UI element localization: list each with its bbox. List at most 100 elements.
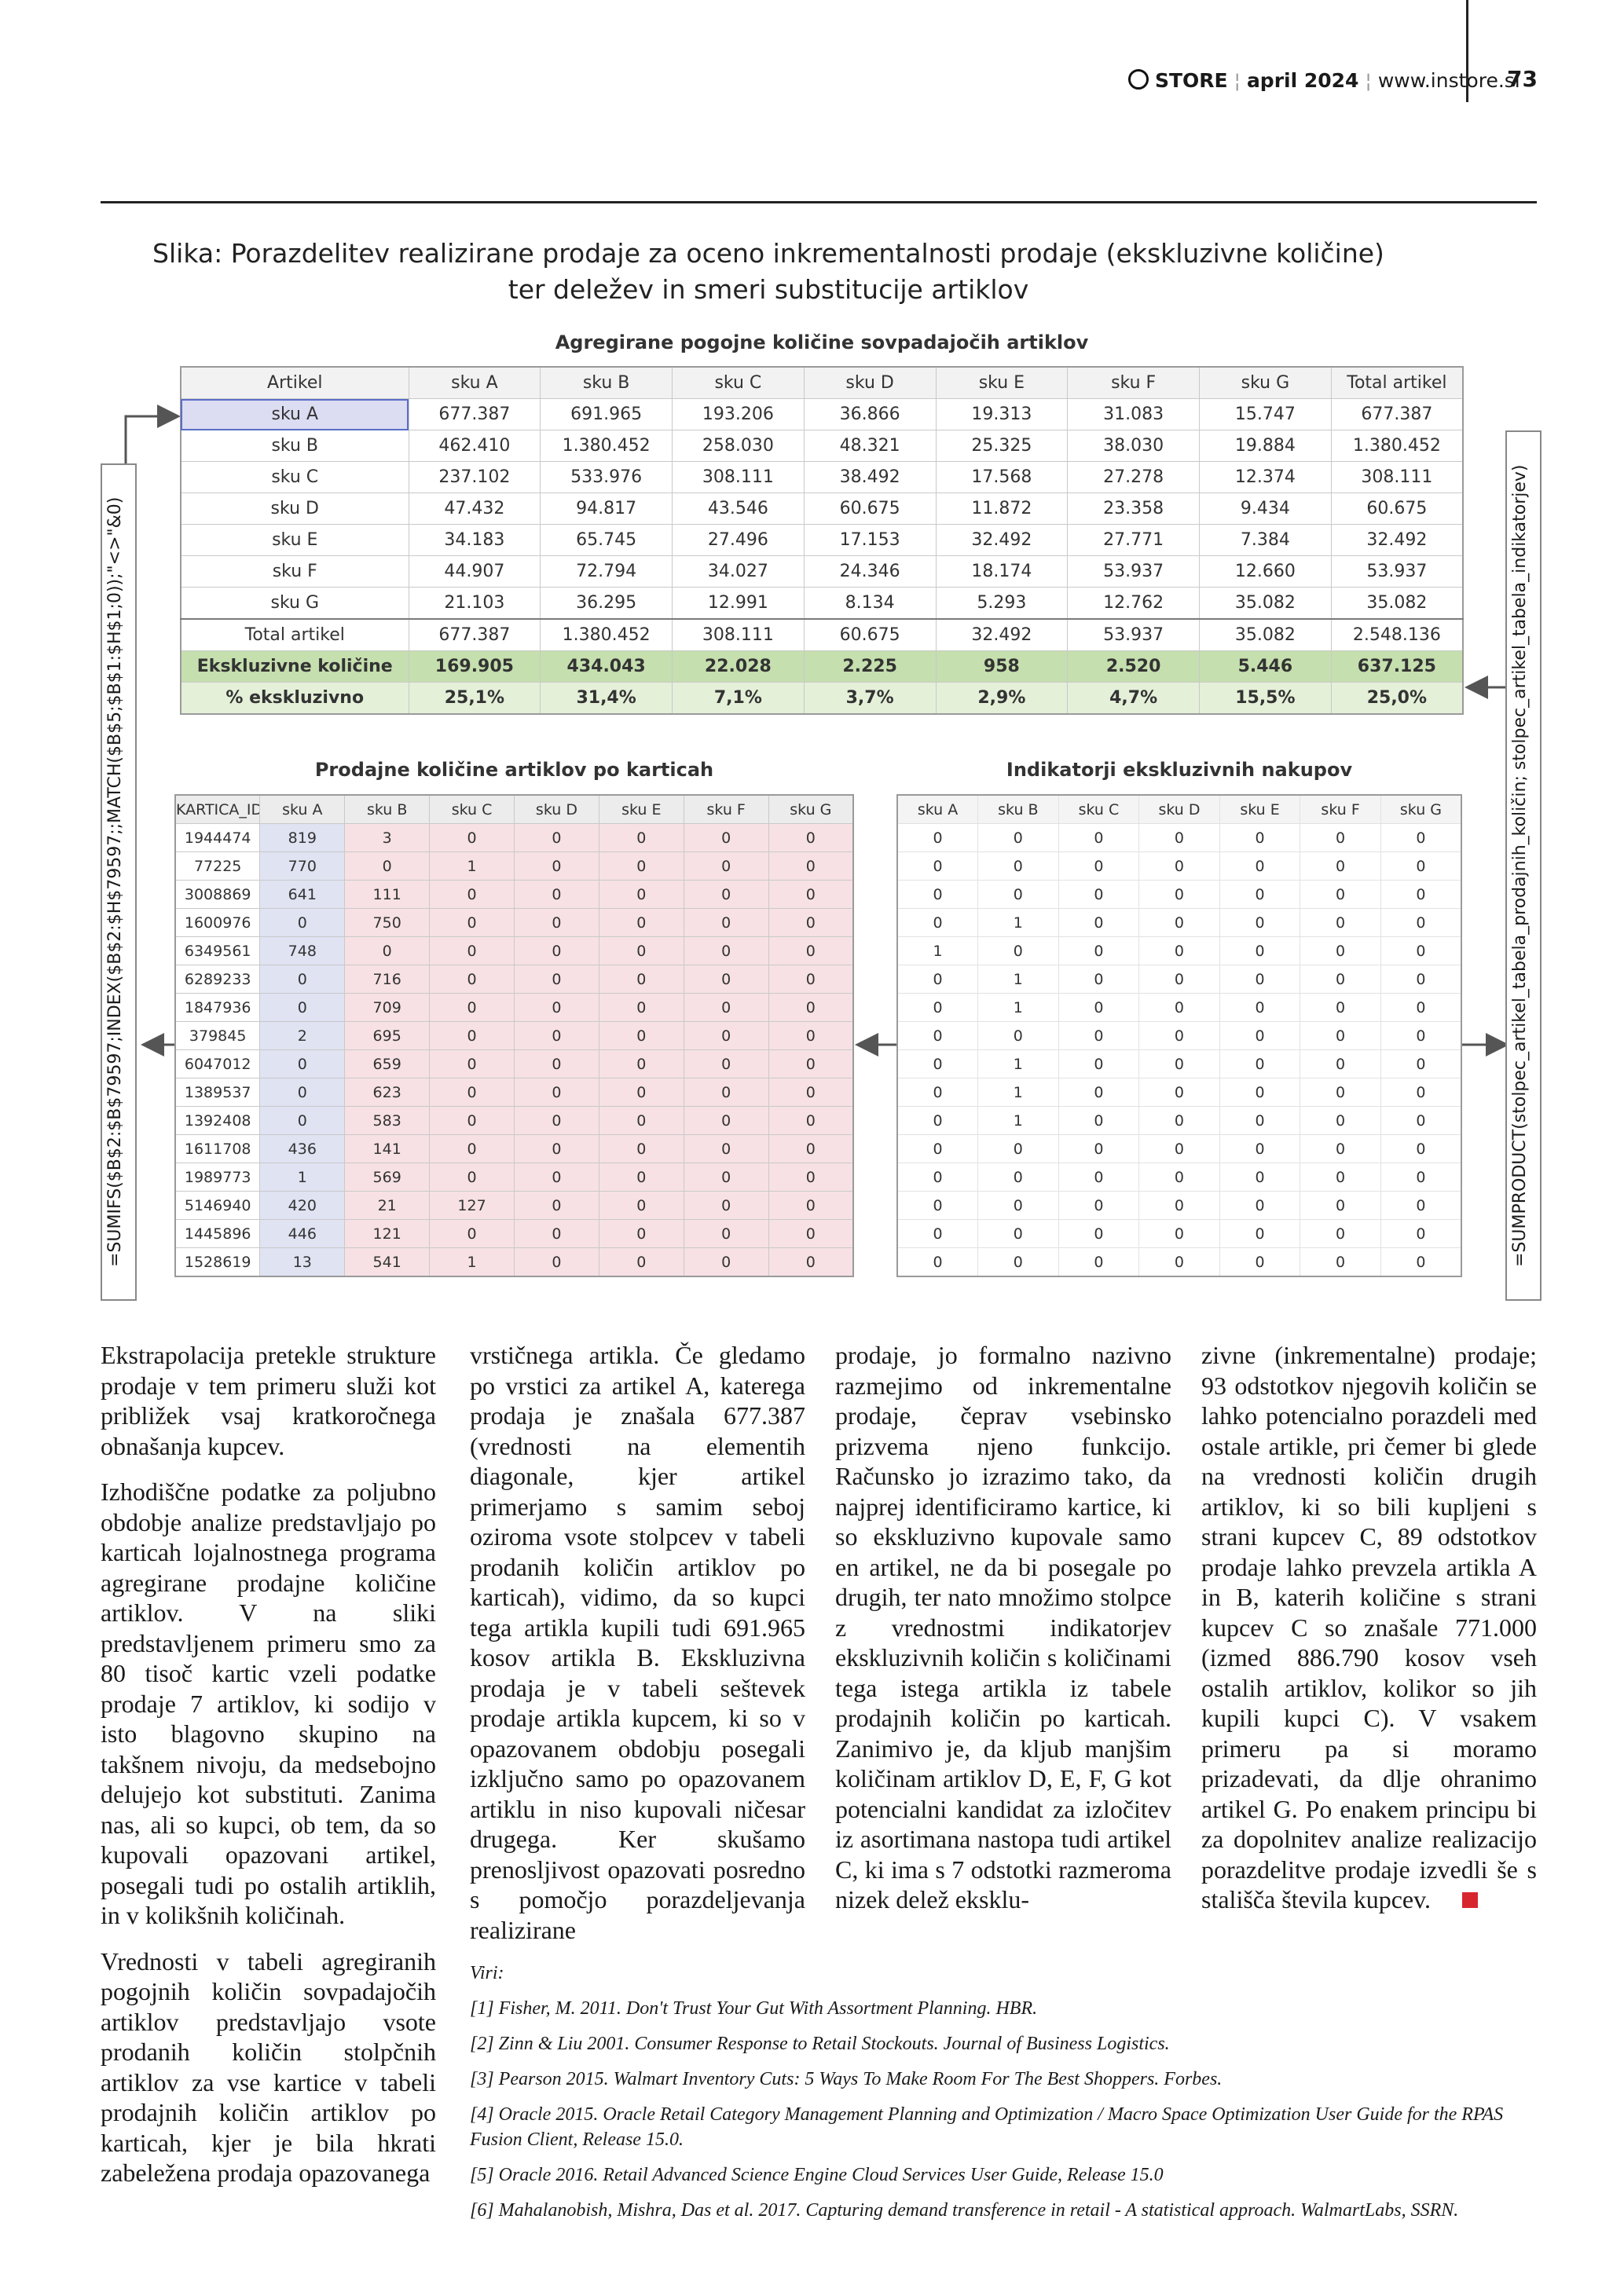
- table-cell: 0: [1138, 965, 1220, 994]
- table-cell: 569: [344, 1163, 431, 1192]
- table-title: Prodajne količine artiklov po karticah: [314, 759, 714, 781]
- table-cell: 436: [259, 1134, 346, 1163]
- column-header: sku B: [977, 794, 1059, 824]
- table-cell: 1600976: [174, 908, 261, 937]
- table-row: 1392408 0 583 0 0 0 0 0: [174, 1106, 854, 1135]
- table-cell: 0: [598, 1163, 684, 1192]
- table-cell: 1: [977, 908, 1059, 937]
- column-header: sku A: [259, 794, 346, 824]
- table-cell: 0: [1300, 965, 1381, 994]
- table-cell: 0: [1058, 1021, 1140, 1050]
- table-cell: 0: [1219, 1078, 1301, 1107]
- column-header: sku G: [1199, 366, 1332, 399]
- table-cell: 0: [977, 1191, 1059, 1220]
- column-header: Total artikel: [1330, 366, 1464, 399]
- table-cell: 0: [683, 993, 769, 1022]
- table-cell: 1: [429, 1247, 515, 1277]
- table-cell: 0: [768, 965, 854, 994]
- table-cell: 0: [1138, 936, 1220, 965]
- table-cell: 1528619: [174, 1247, 261, 1277]
- column-header: sku B: [540, 366, 673, 399]
- table-cell: 44.907: [408, 555, 541, 588]
- text-column: Ekstrapolacija pretekle strukture prodaj…: [101, 1340, 436, 2204]
- reference: [6] Mahalanobish, Mishra, Das et al. 201…: [470, 2200, 1459, 2221]
- column-header: sku C: [1058, 794, 1140, 824]
- table-cell: 0: [1219, 1049, 1301, 1078]
- table-cell: 0: [1300, 1134, 1381, 1163]
- table-cell: 0: [514, 936, 599, 965]
- table-cell: 0: [1058, 1134, 1140, 1163]
- table-cell: 4,7%: [1067, 682, 1200, 715]
- table-cell: 0: [977, 880, 1059, 909]
- table-cell: 0: [514, 880, 599, 909]
- table-cell: 0: [683, 936, 769, 965]
- table-cell: 0: [1058, 908, 1140, 937]
- reference: [3] Pearson 2015. Walmart Inventory Cuts…: [470, 2069, 1223, 2089]
- table-cell: 19.884: [1199, 430, 1332, 462]
- table-cell: 0: [977, 1134, 1059, 1163]
- reference: [4] Oracle 2015. Oracle Retail Category …: [470, 2104, 1504, 2150]
- table-cell: 1: [429, 851, 515, 881]
- table-cell: 1847936: [174, 993, 261, 1022]
- column-header: sku D: [803, 366, 937, 399]
- table-cell: 237.102: [408, 461, 541, 493]
- table-cell: 0: [514, 965, 599, 994]
- table-cell: 0: [1380, 965, 1462, 994]
- table-cell: 193.206: [672, 398, 805, 430]
- table-cell: 11.872: [935, 493, 1069, 525]
- column-header: sku G: [768, 794, 854, 824]
- table-cell: 0: [768, 936, 854, 965]
- table-cell: 0: [1219, 1106, 1301, 1135]
- table-cell: 111: [344, 880, 431, 909]
- table-cell: 0: [896, 1078, 979, 1107]
- table-cell: 0: [896, 1191, 979, 1220]
- column-header: Artikel: [180, 366, 409, 399]
- table-row: 3008869 641 111 0 0 0 0 0: [174, 880, 854, 909]
- table-cell: sku A: [180, 398, 409, 430]
- table-cell: 0: [977, 1163, 1059, 1192]
- table-cell: 420: [259, 1191, 346, 1220]
- table-cell: 0: [259, 993, 346, 1022]
- table-cell: 12.991: [672, 587, 805, 620]
- table-cell: 36.866: [803, 398, 937, 430]
- table-cell: 434.043: [540, 650, 673, 683]
- table-row: 1389537 0 623 0 0 0 0 0: [174, 1078, 854, 1107]
- table-cell: 0: [1380, 1247, 1462, 1277]
- table-cell: 1: [259, 1163, 346, 1192]
- table-cell: 0: [768, 1021, 854, 1050]
- table-cell: 0: [1219, 965, 1301, 994]
- references: Viri: [1] Fisher, M. 2011. Don't Trust Y…: [470, 1961, 1537, 2233]
- table-cell: 1: [977, 993, 1059, 1022]
- table-cell: 32.492: [935, 618, 1069, 651]
- table-cell: 0: [1300, 1163, 1381, 1192]
- table-cell: 0: [1219, 1021, 1301, 1050]
- table-cell: 3008869: [174, 880, 261, 909]
- formula-left: =SUMIFS($B$2:$B$79597;INDEX($B$2:$H$7959…: [101, 463, 137, 1301]
- table-cell: 0: [768, 1191, 854, 1220]
- table-cell: 0: [514, 908, 599, 937]
- reference: [5] Oracle 2016. Retail Advanced Science…: [470, 2165, 1164, 2185]
- table-cell: 0: [1219, 1134, 1301, 1163]
- table-cell: 0: [1219, 993, 1301, 1022]
- figure-caption: Slika: Porazdelitev realizirane prodaje …: [101, 236, 1436, 308]
- table-cell: 308.111: [1330, 461, 1464, 493]
- table-cell: 0: [768, 851, 854, 881]
- table-cell: 0: [259, 908, 346, 937]
- caption-line: ter deležev in smeri substitucije artikl…: [508, 274, 1029, 305]
- table-cell: 0: [683, 880, 769, 909]
- table-cell: 0: [977, 851, 1059, 881]
- table-cell: 53.937: [1067, 555, 1200, 588]
- table-cell: 0: [1219, 851, 1301, 881]
- table-cell: 60.675: [1330, 493, 1464, 525]
- table-cell: 1389537: [174, 1078, 261, 1107]
- table-cell: 1989773: [174, 1163, 261, 1192]
- table-cell: 0: [259, 1106, 346, 1135]
- table-cell: 0: [1380, 936, 1462, 965]
- table-cell: 0: [1058, 1078, 1140, 1107]
- table-cell: 0: [768, 880, 854, 909]
- table-cell: 0: [598, 936, 684, 965]
- table-cell: 0: [598, 965, 684, 994]
- table-cell: 0: [896, 993, 979, 1022]
